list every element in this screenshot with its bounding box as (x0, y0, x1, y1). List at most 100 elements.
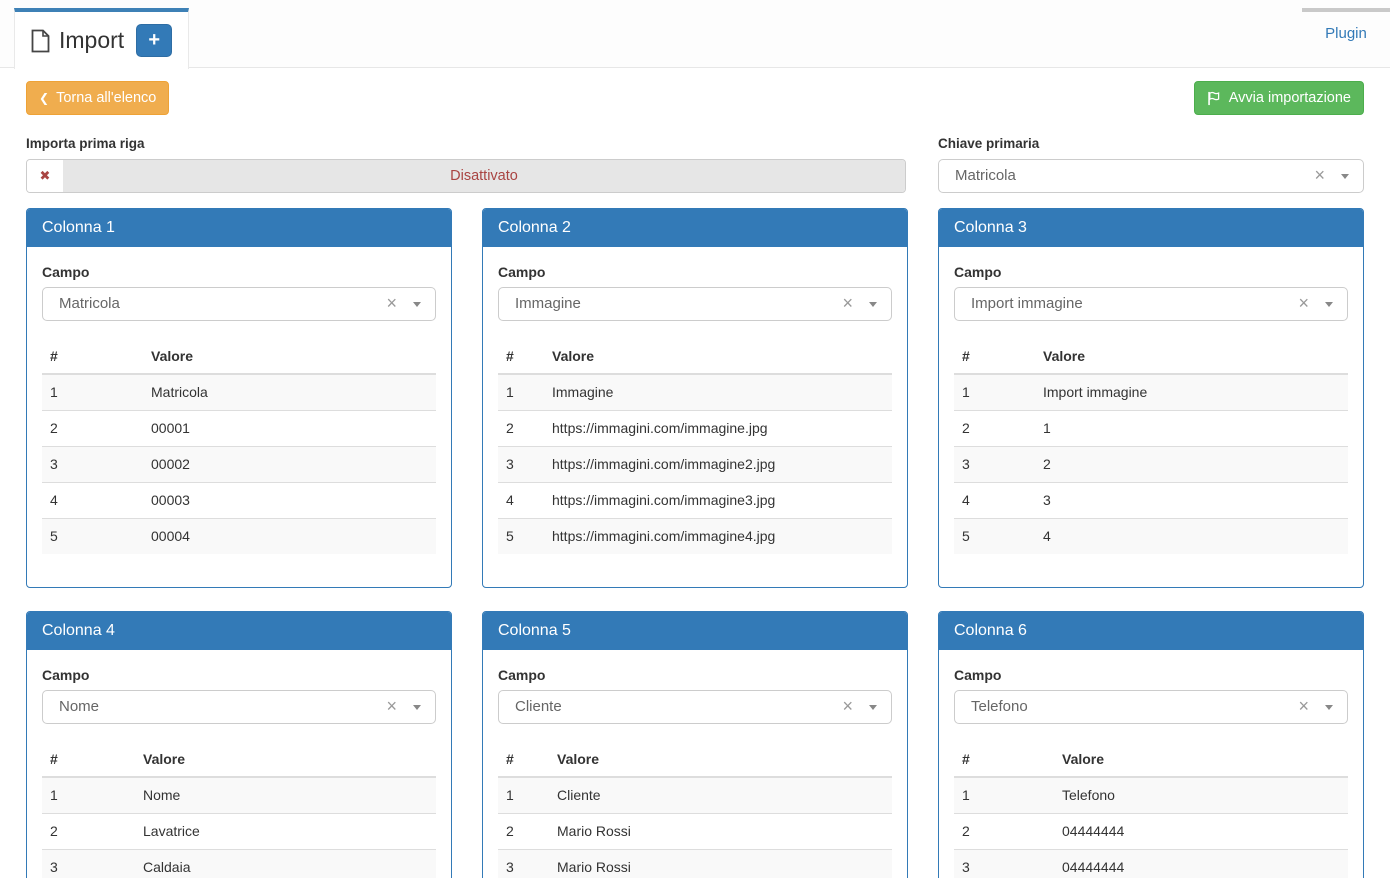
chevron-down-icon[interactable] (1325, 705, 1333, 710)
row-value: Import immagine (1035, 373, 1348, 411)
primary-key-select[interactable]: Matricola × (938, 159, 1364, 193)
panel-title: Colonna 6 (939, 612, 1363, 650)
campo-select-value: Import immagine (971, 295, 1083, 312)
column-panel-6: Colonna 6 Campo Telefono × # Valore 1 Tel… (938, 611, 1364, 878)
row-value: 04444444 (1054, 849, 1348, 878)
chevron-down-icon[interactable] (1325, 302, 1333, 307)
preview-table: # Valore 1 Nome 2 Lavatrice 3 Caldaia (42, 743, 436, 878)
plugin-link[interactable]: Plugin (1325, 25, 1367, 42)
row-index: 1 (42, 373, 143, 411)
row-value: 00004 (143, 518, 436, 554)
clear-icon[interactable]: × (1298, 293, 1309, 313)
table-row: 4 https://immagini.com/immagine3.jpg (498, 482, 892, 519)
table-row: 2 Lavatrice (42, 813, 436, 850)
chevron-down-icon[interactable] (1341, 174, 1349, 179)
row-value: 2 (1035, 446, 1348, 483)
campo-label: Campo (954, 667, 1002, 683)
chevron-down-icon[interactable] (413, 705, 421, 710)
start-import-button[interactable]: Avvia importazione (1193, 81, 1364, 115)
row-index: 2 (498, 813, 549, 850)
row-index: 3 (42, 446, 143, 483)
column-panel-1: Colonna 1 Campo Matricola × # Valore 1 Ma… (26, 208, 452, 588)
campo-label: Campo (954, 264, 1002, 280)
panel-title: Colonna 1 (27, 209, 451, 247)
row-index: 5 (954, 518, 1035, 554)
row-index: 2 (954, 410, 1035, 447)
row-index: 1 (954, 373, 1035, 411)
clear-icon[interactable]: × (842, 293, 853, 313)
preview-table: # Valore 1 Telefono 2 04444444 3 04444444 (954, 743, 1348, 878)
back-to-list-button[interactable]: ❮ Torna all'elenco (26, 81, 170, 115)
row-value: https://immagini.com/immagine.jpg (544, 410, 892, 447)
col-header-value: Valore (549, 743, 892, 778)
toggle-off-x-icon[interactable]: ✖ (27, 160, 63, 192)
row-index: 3 (498, 446, 544, 483)
preview-table: # Valore 1 Immagine 2 https://immagini.com… (498, 340, 892, 554)
toggle-status[interactable]: Disattivato (63, 160, 905, 192)
campo-label: Campo (42, 264, 90, 280)
clear-icon[interactable]: × (842, 696, 853, 716)
table-row: 3 https://immagini.com/immagine2.jpg (498, 446, 892, 483)
row-index: 3 (954, 849, 1054, 878)
campo-select[interactable]: Cliente × (498, 690, 892, 724)
clear-icon[interactable]: × (386, 696, 397, 716)
table-row: 2 https://immagini.com/immagine.jpg (498, 410, 892, 447)
tab-plugin[interactable]: Plugin (1302, 8, 1390, 60)
preview-table: # Valore 1 Cliente 2 Mario Rossi 3 Mario Ro… (498, 743, 892, 878)
row-value: https://immagini.com/immagine2.jpg (544, 446, 892, 483)
row-index: 2 (42, 813, 135, 850)
campo-select[interactable]: Immagine × (498, 287, 892, 321)
chevron-down-icon[interactable] (413, 302, 421, 307)
campo-select-value: Nome (59, 698, 100, 715)
row-index: 5 (498, 518, 544, 554)
campo-select-value: Immagine (515, 295, 581, 312)
add-tab-button[interactable]: + (136, 24, 173, 57)
row-value: 1 (1035, 410, 1348, 447)
row-index: 1 (498, 373, 544, 411)
campo-select-value: Cliente (515, 698, 562, 715)
campo-select[interactable]: Telefono × (954, 690, 1348, 724)
campo-select-value: Matricola (59, 295, 120, 312)
table-row: 2 Mario Rossi (498, 813, 892, 850)
campo-select[interactable]: Matricola × (42, 287, 436, 321)
column-panel-3: Colonna 3 Campo Import immagine × # Valo… (938, 208, 1364, 588)
table-row: 3 00002 (42, 446, 436, 483)
row-index: 2 (498, 410, 544, 447)
row-index: 4 (42, 482, 143, 519)
col-header-index: # (498, 340, 544, 375)
tab-bar: Import + Plugin (0, 0, 1390, 69)
chevron-down-icon[interactable] (869, 302, 877, 307)
primary-key-select-value: Matricola (955, 167, 1016, 184)
col-header-index: # (42, 340, 143, 375)
settings-row: Importa prima riga ✖ Disattivato Chiave … (26, 136, 1364, 193)
panel-title: Colonna 4 (27, 612, 451, 650)
row-index: 5 (42, 518, 143, 554)
table-row: 3 04444444 (954, 849, 1348, 878)
columns-grid: Colonna 1 Campo Matricola × # Valore 1 Ma… (26, 208, 1364, 878)
col-header-value: Valore (143, 340, 436, 375)
campo-label: Campo (498, 667, 546, 683)
clear-icon[interactable]: × (386, 293, 397, 313)
campo-select[interactable]: Import immagine × (954, 287, 1348, 321)
campo-select[interactable]: Nome × (42, 690, 436, 724)
import-first-row-toggle[interactable]: ✖ Disattivato (26, 159, 906, 193)
row-value: 00002 (143, 446, 436, 483)
panel-title: Colonna 5 (483, 612, 907, 650)
row-index: 1 (42, 776, 135, 814)
row-value: Mario Rossi (549, 849, 892, 878)
table-row: 1 Matricola (42, 373, 436, 411)
col-header-value: Valore (135, 743, 436, 778)
clear-icon[interactable]: × (1298, 696, 1309, 716)
row-index: 3 (954, 446, 1035, 483)
row-index: 4 (954, 482, 1035, 519)
start-import-label: Avvia importazione (1228, 90, 1351, 106)
panel-title: Colonna 3 (939, 209, 1363, 247)
col-header-index: # (954, 743, 1054, 778)
row-value: Caldaia (135, 849, 436, 878)
tab-import[interactable]: Import + (14, 8, 190, 69)
table-row: 1 Immagine (498, 373, 892, 411)
clear-icon[interactable]: × (1314, 165, 1325, 185)
chevron-down-icon[interactable] (869, 705, 877, 710)
